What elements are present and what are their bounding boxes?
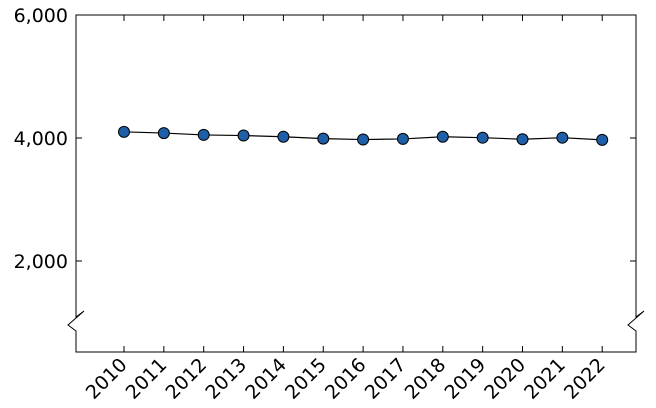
plot-frame bbox=[67, 14, 645, 353]
x-tick-label: 2022 bbox=[560, 354, 610, 404]
x-tick-label: 2011 bbox=[122, 354, 172, 404]
data-point bbox=[197, 128, 210, 141]
x-tick-label: 2010 bbox=[82, 354, 132, 404]
y-tick-label: 2,000 bbox=[14, 251, 68, 273]
data-point bbox=[317, 132, 330, 145]
data-point bbox=[277, 130, 290, 143]
data-point bbox=[556, 131, 569, 144]
data-point bbox=[118, 125, 130, 138]
data-point bbox=[237, 129, 250, 142]
x-axis-ticks: 2010201120122013201420152016201720182019… bbox=[82, 15, 610, 404]
x-tick-label: 2019 bbox=[440, 354, 490, 404]
data-point bbox=[516, 133, 529, 146]
x-tick-label: 2017 bbox=[361, 354, 411, 404]
x-tick-label: 2014 bbox=[241, 354, 291, 404]
x-tick-label: 2012 bbox=[161, 354, 211, 404]
y-tick-label: 4,000 bbox=[14, 128, 68, 150]
data-series bbox=[118, 125, 609, 146]
x-tick-label: 2016 bbox=[321, 354, 371, 404]
data-point bbox=[436, 130, 449, 143]
data-point bbox=[596, 133, 609, 146]
x-tick-label: 2013 bbox=[201, 354, 251, 404]
chart-axes bbox=[67, 14, 645, 353]
y-axis-ticks: 2,000 4,000 6,000 bbox=[14, 5, 636, 273]
data-point bbox=[157, 127, 170, 140]
x-tick-label: 2021 bbox=[520, 354, 570, 404]
data-point bbox=[396, 132, 409, 145]
data-point bbox=[476, 131, 489, 144]
x-tick-label: 2015 bbox=[281, 354, 331, 404]
y-tick-label: 6,000 bbox=[14, 5, 68, 27]
x-tick-label: 2018 bbox=[401, 354, 451, 404]
x-tick-label: 2020 bbox=[480, 354, 530, 404]
data-point bbox=[357, 133, 370, 146]
